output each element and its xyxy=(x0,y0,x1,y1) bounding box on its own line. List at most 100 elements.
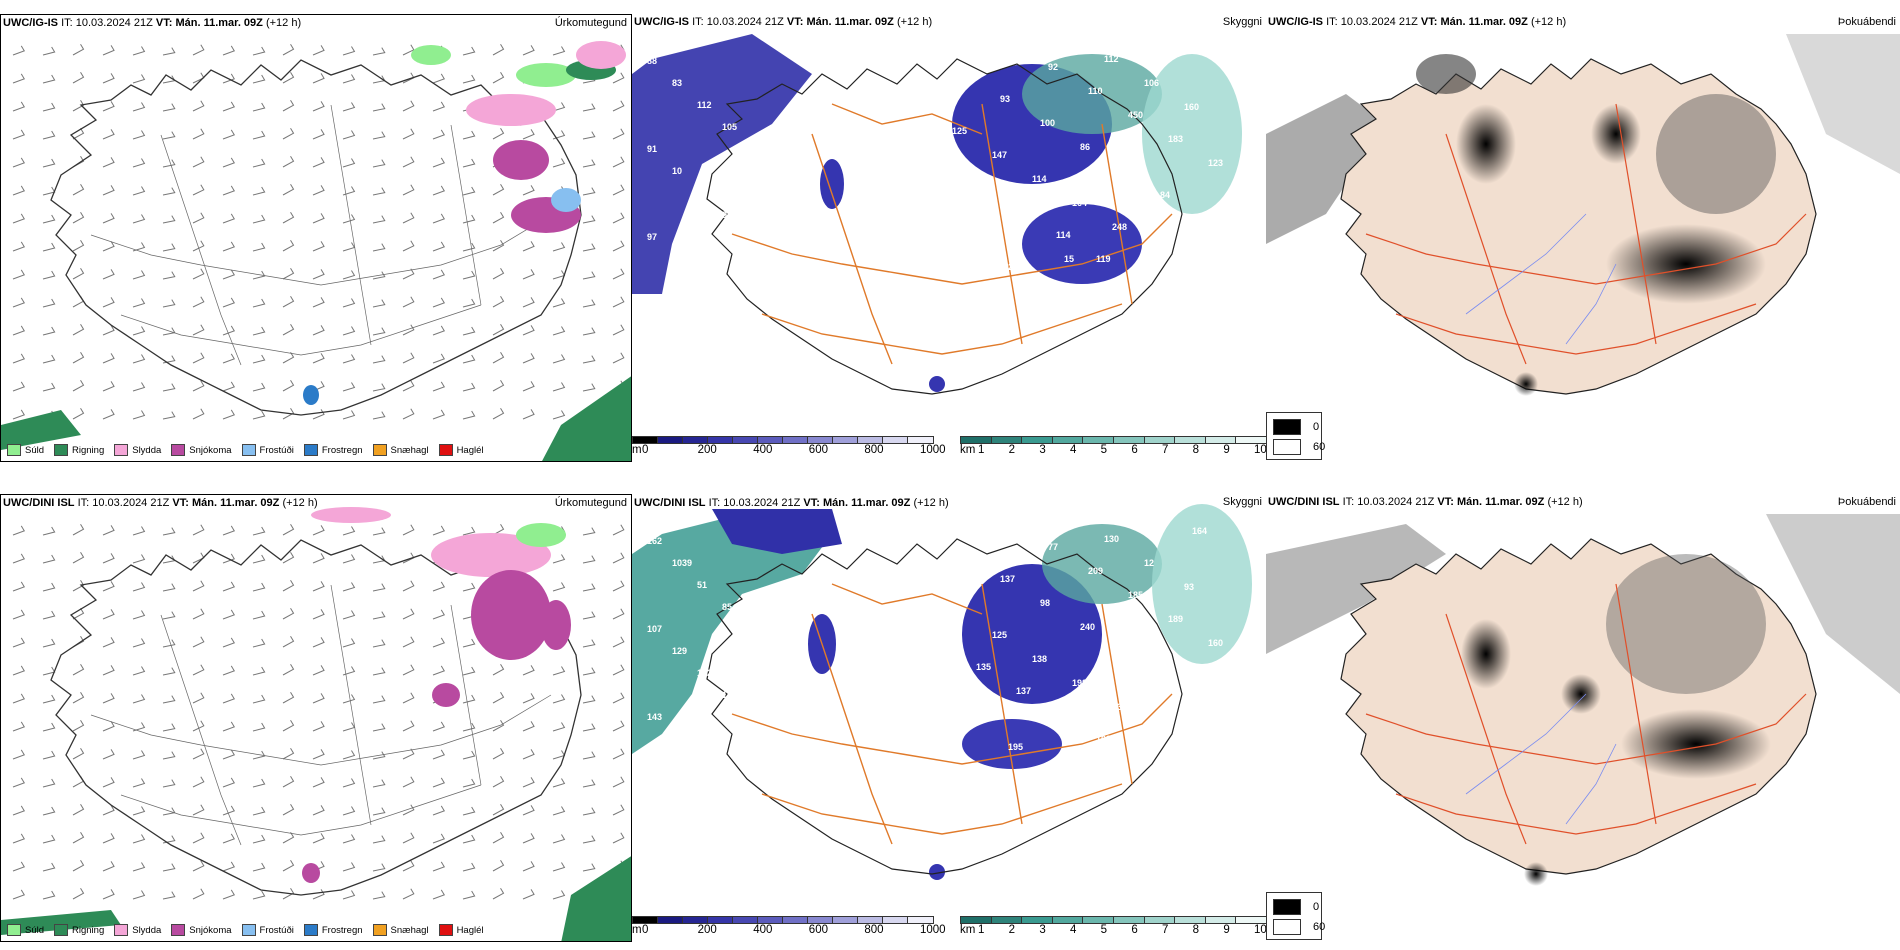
scale-segment xyxy=(907,916,934,924)
cloud-height-label: 183 xyxy=(1168,134,1183,144)
panel-title: UWC/IG-IS IT: 10.03.2024 21Z VT: Mán. 11… xyxy=(1268,16,1566,28)
wind-barb xyxy=(192,580,205,592)
it-label: IT: xyxy=(692,16,704,28)
wind-barb xyxy=(432,353,446,364)
wind-barb xyxy=(12,157,26,168)
cloud-height-label: 508 xyxy=(1120,646,1135,656)
wind-barb xyxy=(72,691,85,704)
wind-barb xyxy=(372,527,386,536)
wind-barb xyxy=(252,298,266,308)
wind-barb xyxy=(402,296,415,308)
wind-barb xyxy=(252,214,266,224)
wind-barb xyxy=(72,99,85,112)
wind-barb xyxy=(222,73,236,84)
cloud-height-label: 460 xyxy=(968,238,983,248)
cloud-height-label: 100 xyxy=(1040,118,1055,128)
wind-barb xyxy=(282,747,295,760)
cloud-height-label: 22 xyxy=(1160,670,1170,680)
wind-barb xyxy=(102,101,115,112)
scale-tick: 0 xyxy=(642,444,649,456)
wind-barb xyxy=(552,834,566,844)
wind-barb xyxy=(102,889,115,900)
wind-barb xyxy=(432,581,446,592)
wind-barb xyxy=(282,803,295,816)
wind-barb xyxy=(162,299,176,308)
precip-type-map-bottom xyxy=(1,507,631,941)
cloud-height-label: 85 xyxy=(722,602,732,612)
wind-barb xyxy=(462,326,476,336)
scale-tick: 0 xyxy=(642,924,649,936)
cloud-height-label: 1039 xyxy=(672,558,692,568)
wind-barb xyxy=(12,297,26,308)
wind-barb xyxy=(132,610,146,620)
wind-barb xyxy=(432,325,446,336)
wind-barb xyxy=(222,269,236,280)
wind-barb xyxy=(522,665,535,676)
cloud-height-label: 125 xyxy=(1192,46,1207,56)
wind-barb xyxy=(342,582,356,592)
wind-barb xyxy=(282,211,295,224)
wind-barb xyxy=(252,46,266,56)
scale-segment xyxy=(707,436,734,444)
wind-barb xyxy=(12,353,26,364)
wind-barb xyxy=(582,667,596,676)
scale-segment xyxy=(960,916,993,924)
scale-tick: 6 xyxy=(1131,444,1138,456)
cloud-height-label: 195 xyxy=(1008,742,1023,752)
legend-label: Rigning xyxy=(72,444,105,456)
cloud-height-label: 138 xyxy=(1032,654,1047,664)
wind-barb xyxy=(342,74,356,84)
wind-barb xyxy=(102,129,115,140)
wind-barb xyxy=(432,805,446,816)
cloud-height-label: 105 xyxy=(722,122,737,132)
wind-barb xyxy=(402,720,415,732)
scale-tick: 7 xyxy=(1162,924,1169,936)
wind-barb xyxy=(612,664,625,676)
wind-barb xyxy=(162,723,176,732)
scale-segment xyxy=(1113,916,1146,924)
wind-barb xyxy=(12,721,26,732)
wind-barb xyxy=(162,187,176,196)
wind-barb xyxy=(132,158,146,168)
wind-barb xyxy=(582,779,596,788)
wind-barb xyxy=(192,664,205,676)
wind-barb xyxy=(102,381,115,392)
wind-barb xyxy=(312,525,325,536)
wind-barb xyxy=(132,862,146,872)
wind-barb xyxy=(102,861,115,872)
legend-swatch xyxy=(7,924,21,936)
precip-legend-item: Slydda xyxy=(114,444,161,456)
wind-barb xyxy=(42,806,56,816)
roads xyxy=(90,584,552,846)
wind-barb xyxy=(12,525,26,536)
precip-legend-item: Frostregn xyxy=(303,444,363,456)
legend-swatch xyxy=(372,444,387,456)
panel-title: UWC/IG-IS IT: 10.03.2024 21Z VT: Mán. 11… xyxy=(3,17,301,29)
wind-barb xyxy=(282,183,295,196)
wind-barb xyxy=(132,270,146,280)
wind-barb xyxy=(432,213,446,224)
fog-panel-top: UWC/IG-IS IT: 10.03.2024 21Z VT: Mán. 11… xyxy=(1266,14,1900,462)
precip-legend: Súld Rigning Slydda Snjókoma Frostúði Frostre… xyxy=(1,919,484,941)
it-label: IT: xyxy=(1326,16,1338,28)
wind-barb xyxy=(372,807,386,816)
wind-barb xyxy=(582,355,596,364)
wind-barb xyxy=(582,243,596,252)
wind-barb xyxy=(132,242,146,252)
scale-segment xyxy=(1051,916,1085,924)
wind-barb xyxy=(522,325,535,336)
legend-label: Rigning xyxy=(72,924,105,936)
wind-barb xyxy=(162,527,176,536)
wind-barb xyxy=(282,407,295,420)
wind-barb xyxy=(252,526,266,536)
wind-barb xyxy=(492,407,505,420)
wind-barb xyxy=(282,775,295,788)
wind-barb xyxy=(342,666,356,676)
wind-barb xyxy=(372,215,386,224)
wind-barb xyxy=(192,552,205,564)
scale-segment xyxy=(657,436,684,444)
wind-barb xyxy=(42,46,56,56)
wind-barb xyxy=(162,271,176,280)
panel-title: UWC/IG-IS IT: 10.03.2024 21Z VT: Mán. 11… xyxy=(634,16,932,28)
fog-panel-bottom: UWC/DINI ISL IT: 10.03.2024 21Z VT: Mán.… xyxy=(1266,494,1900,942)
